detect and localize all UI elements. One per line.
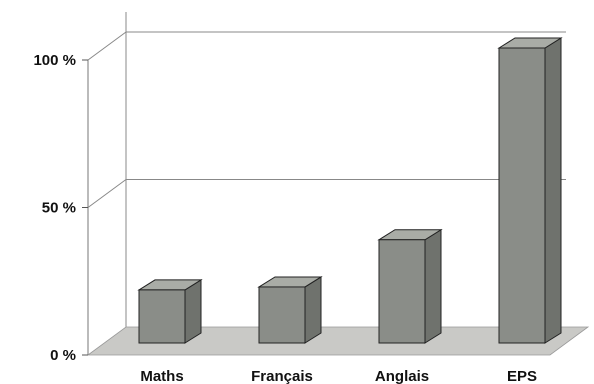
- bar-front: [138, 289, 186, 344]
- floor-plane: [86, 326, 590, 356]
- bar-side: [184, 278, 202, 344]
- gridline-side-1: [87, 179, 127, 208]
- bar-side: [304, 276, 322, 344]
- x-category-label: Français: [251, 368, 313, 384]
- bar-front: [258, 286, 306, 344]
- y-tick-label: 50 %: [42, 200, 76, 217]
- x-category-label: Anglais: [375, 368, 429, 384]
- bar-front: [498, 47, 546, 344]
- bar-maths: [137, 278, 203, 344]
- y-axis-ticks: 0 % 50 % 100 %: [33, 52, 88, 364]
- y-tick-label: 100 %: [33, 52, 76, 69]
- x-category-label: Maths: [140, 368, 183, 384]
- chart-floor: [86, 326, 590, 356]
- bar-eps: [497, 37, 563, 344]
- bar-side: [544, 37, 562, 344]
- y-tick-label: 0 %: [50, 347, 76, 364]
- x-axis-labels: Maths Français Anglais EPS: [140, 368, 537, 384]
- bar-side: [424, 228, 442, 344]
- chart-frame: [87, 12, 566, 355]
- bar-anglais: [377, 228, 443, 344]
- bar-front: [378, 239, 426, 344]
- gridline-side-2: [87, 31, 127, 61]
- bar-français: [257, 276, 323, 344]
- bars: [137, 37, 563, 344]
- x-category-label: EPS: [507, 368, 537, 384]
